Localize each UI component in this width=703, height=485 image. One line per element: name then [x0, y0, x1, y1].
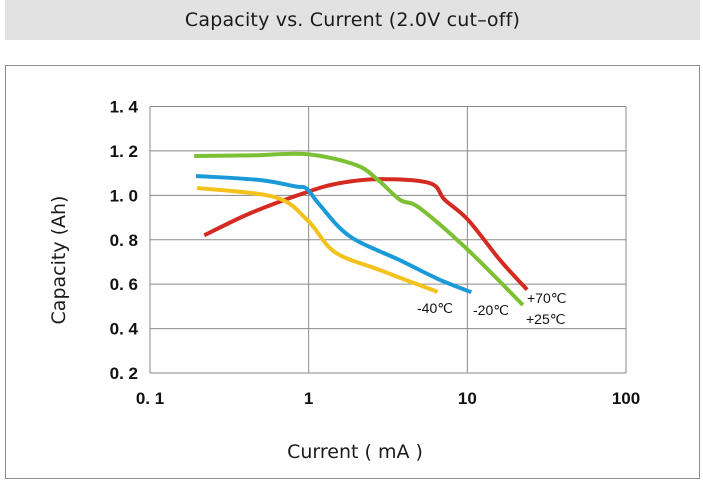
chart-frame [5, 65, 700, 479]
x-tick-labels: 0. 1 1 10 100 [136, 389, 640, 408]
y-tick-label: 1. 4 [110, 98, 139, 117]
y-tick-label: 0. 6 [110, 275, 138, 294]
y-tick-label: 0. 2 [110, 364, 138, 383]
title-bar: Capacity vs. Current (2.0V cut–off) [5, 0, 700, 40]
x-tick-label: 0. 1 [136, 389, 164, 408]
series-labels: -40℃ -20℃ +70℃ +25℃ [417, 290, 566, 327]
series-label-plus70: +70℃ [527, 290, 566, 306]
x-tick-label: 100 [612, 389, 640, 408]
y-tick-label: 0. 4 [110, 320, 139, 339]
y-tick-label: 1. 0 [110, 186, 138, 205]
x-axis-label: Current ( mA ) [287, 441, 423, 463]
x-tick-label: 1 [304, 389, 313, 408]
series-label-plus25: +25℃ [526, 311, 565, 327]
y-tick-label: 1. 2 [110, 142, 138, 161]
series-line-minus20 [195, 174, 473, 295]
series-line-plus25 [194, 151, 525, 307]
series-group [194, 151, 529, 307]
y-axis-label: Capacity (Ah) [48, 196, 70, 325]
y-tick-labels: 1. 4 1. 2 1. 0 0. 8 0. 6 0. 4 0. 2 [110, 98, 139, 384]
series-label-minus20: -20℃ [473, 302, 509, 318]
series-label-minus40: -40℃ [417, 300, 453, 316]
series-line-minus40 [196, 186, 439, 294]
grid [149, 106, 627, 374]
y-tick-label: 0. 8 [110, 231, 138, 250]
x-tick-label: 10 [458, 389, 477, 408]
chart-title: Capacity vs. Current (2.0V cut–off) [184, 9, 521, 31]
series-line-plus70 [203, 177, 529, 292]
